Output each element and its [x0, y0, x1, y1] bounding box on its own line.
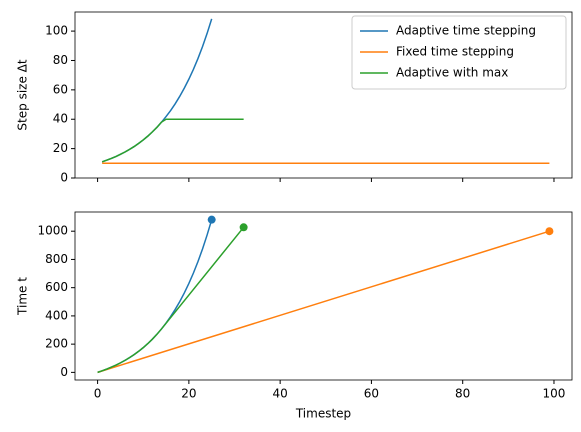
y-axis-label: Time t: [16, 277, 30, 316]
x-tick-label: 20: [181, 387, 196, 401]
y-tick-label: 200: [45, 337, 68, 351]
axes-frame: [74, 211, 573, 381]
legend-label: Adaptive time stepping: [396, 24, 536, 38]
end-marker: [239, 223, 248, 232]
y-tick-label: 0: [60, 365, 68, 379]
y-tick-label: 60: [53, 82, 68, 96]
y-tick-label: 20: [53, 141, 68, 155]
y-tick-label: 600: [45, 280, 68, 294]
end-marker: [545, 227, 554, 236]
x-tick-label: 60: [364, 387, 379, 401]
x-tick-label: 0: [94, 387, 102, 401]
legend-label: Fixed time stepping: [396, 45, 514, 59]
series-line: [101, 18, 213, 163]
y-tick-label: 0: [60, 171, 68, 185]
series-line: [101, 118, 244, 163]
end-marker: [207, 215, 216, 224]
y-tick-label: 1000: [37, 224, 68, 238]
series-line: [97, 219, 213, 374]
x-tick-label: 40: [273, 387, 288, 401]
series-line: [97, 230, 550, 374]
legend-label: Adaptive with max: [396, 66, 508, 80]
y-tick-label: 40: [53, 112, 68, 126]
legend-box: [351, 15, 567, 90]
y-tick-label: 800: [45, 252, 68, 266]
series-line: [97, 226, 245, 374]
x-tick-label: 100: [543, 387, 566, 401]
y-tick-label: 100: [45, 24, 68, 38]
y-tick-label: 400: [45, 308, 68, 322]
y-axis-label: Step size Δt: [16, 59, 30, 130]
axes-frame: [74, 11, 573, 179]
y-tick-label: 80: [53, 53, 68, 67]
x-tick-label: 80: [455, 387, 470, 401]
x-axis-label: Timestep: [295, 407, 351, 421]
